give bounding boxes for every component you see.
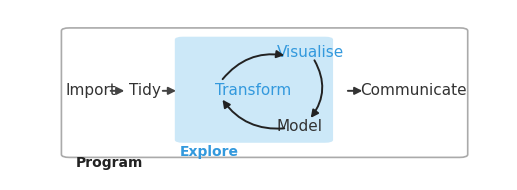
Text: Visualise: Visualise	[277, 45, 344, 59]
Text: Explore: Explore	[179, 145, 238, 159]
FancyBboxPatch shape	[62, 28, 468, 157]
Text: Model: Model	[277, 119, 323, 134]
Text: Import: Import	[65, 83, 116, 98]
FancyBboxPatch shape	[175, 37, 333, 143]
Text: Transform: Transform	[215, 83, 291, 98]
Text: Communicate: Communicate	[360, 83, 466, 98]
Text: Tidy: Tidy	[129, 83, 161, 98]
Text: Program: Program	[76, 156, 143, 170]
